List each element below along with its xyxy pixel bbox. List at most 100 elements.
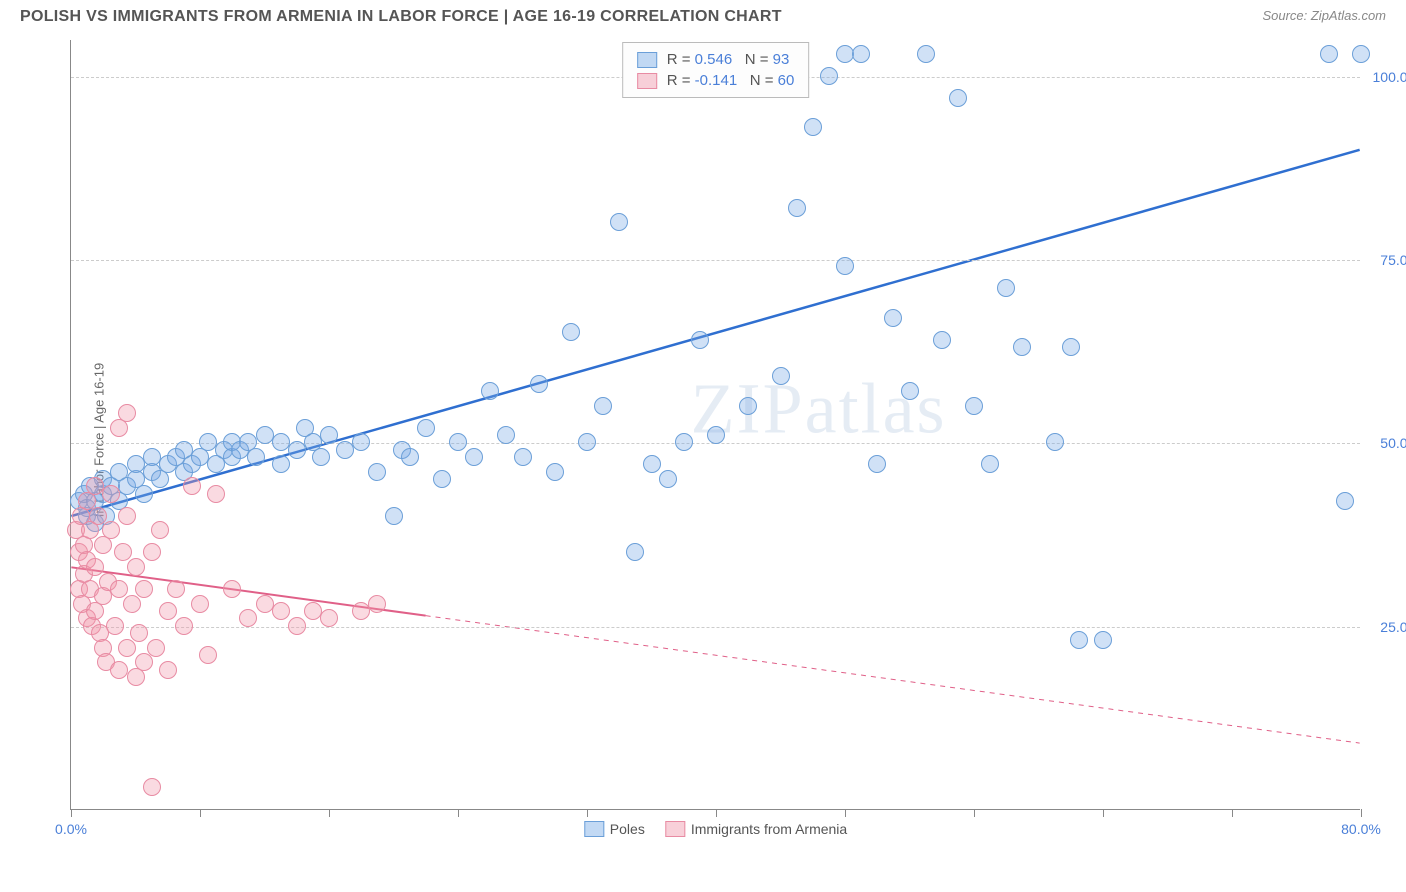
data-point: [143, 543, 161, 561]
watermark: ZIPatlas: [691, 368, 947, 451]
data-point: [820, 67, 838, 85]
data-point: [1094, 631, 1112, 649]
legend-swatch: [665, 821, 685, 837]
data-point: [901, 382, 919, 400]
data-point: [288, 617, 306, 635]
plot-area: ZIPatlas R = 0.546 N = 93 R = -0.141 N = …: [70, 40, 1360, 810]
data-point: [691, 331, 709, 349]
data-point: [151, 521, 169, 539]
data-point: [981, 455, 999, 473]
legend-swatch: [584, 821, 604, 837]
legend-label: Immigrants from Armenia: [691, 821, 847, 837]
data-point: [320, 426, 338, 444]
data-point: [183, 477, 201, 495]
legend-row: R = 0.546 N = 93: [637, 49, 795, 70]
data-point: [1352, 45, 1370, 63]
data-point: [123, 595, 141, 613]
trend-lines: [71, 40, 1360, 809]
data-point: [417, 419, 435, 437]
data-point: [868, 455, 886, 473]
x-tick: [845, 809, 846, 817]
x-tick: [200, 809, 201, 817]
chart-container: In Labor Force | Age 16-19 ZIPatlas R = …: [50, 40, 1380, 840]
data-point: [127, 558, 145, 576]
data-point: [118, 404, 136, 422]
data-point: [135, 580, 153, 598]
data-point: [852, 45, 870, 63]
data-point: [433, 470, 451, 488]
x-tick: [716, 809, 717, 817]
data-point: [320, 609, 338, 627]
data-point: [86, 558, 104, 576]
data-point: [199, 646, 217, 664]
data-point: [147, 639, 165, 657]
data-point: [114, 543, 132, 561]
y-tick-label: 25.0%: [1380, 619, 1406, 635]
data-point: [89, 507, 107, 525]
data-point: [312, 448, 330, 466]
data-point: [626, 543, 644, 561]
data-point: [546, 463, 564, 481]
data-point: [997, 279, 1015, 297]
data-point: [167, 580, 185, 598]
data-point: [1320, 45, 1338, 63]
data-point: [272, 455, 290, 473]
data-point: [933, 331, 951, 349]
data-point: [788, 199, 806, 217]
data-point: [159, 661, 177, 679]
data-point: [497, 426, 515, 444]
correlation-legend: R = 0.546 N = 93 R = -0.141 N = 60: [622, 42, 810, 98]
data-point: [110, 580, 128, 598]
data-point: [465, 448, 483, 466]
legend-item: Immigrants from Armenia: [665, 821, 847, 837]
data-point: [481, 382, 499, 400]
data-point: [578, 433, 596, 451]
data-point: [1062, 338, 1080, 356]
data-point: [562, 323, 580, 341]
x-tick-label: 0.0%: [55, 821, 87, 837]
data-point: [135, 485, 153, 503]
chart-title: POLISH VS IMMIGRANTS FROM ARMENIA IN LAB…: [20, 8, 782, 26]
data-point: [804, 118, 822, 136]
data-point: [917, 45, 935, 63]
data-point: [130, 624, 148, 642]
legend-stats: R = 0.546 N = 93: [667, 51, 790, 68]
x-tick: [1103, 809, 1104, 817]
gridline: [71, 260, 1360, 261]
x-tick: [1232, 809, 1233, 817]
data-point: [368, 595, 386, 613]
data-point: [707, 426, 725, 444]
data-point: [610, 213, 628, 231]
x-tick: [1361, 809, 1362, 817]
data-point: [191, 595, 209, 613]
data-point: [965, 397, 983, 415]
legend-stats: R = -0.141 N = 60: [667, 72, 795, 89]
data-point: [643, 455, 661, 473]
legend-item: Poles: [584, 821, 645, 837]
data-point: [106, 617, 124, 635]
data-point: [1046, 433, 1064, 451]
x-tick-label: 80.0%: [1341, 821, 1381, 837]
data-point: [239, 609, 257, 627]
data-point: [594, 397, 612, 415]
data-point: [159, 602, 177, 620]
data-point: [175, 617, 193, 635]
data-point: [102, 485, 120, 503]
data-point: [949, 89, 967, 107]
data-point: [368, 463, 386, 481]
legend-swatch: [637, 52, 657, 68]
data-point: [385, 507, 403, 525]
data-point: [1070, 631, 1088, 649]
source-attribution: Source: ZipAtlas.com: [1262, 8, 1386, 23]
data-point: [118, 507, 136, 525]
data-point: [739, 397, 757, 415]
y-tick-label: 75.0%: [1380, 252, 1406, 268]
data-point: [135, 653, 153, 671]
data-point: [675, 433, 693, 451]
data-point: [836, 257, 854, 275]
data-point: [102, 521, 120, 539]
y-tick-label: 100.0%: [1373, 69, 1406, 85]
series-legend: Poles Immigrants from Armenia: [584, 821, 847, 837]
legend-swatch: [637, 73, 657, 89]
data-point: [272, 602, 290, 620]
